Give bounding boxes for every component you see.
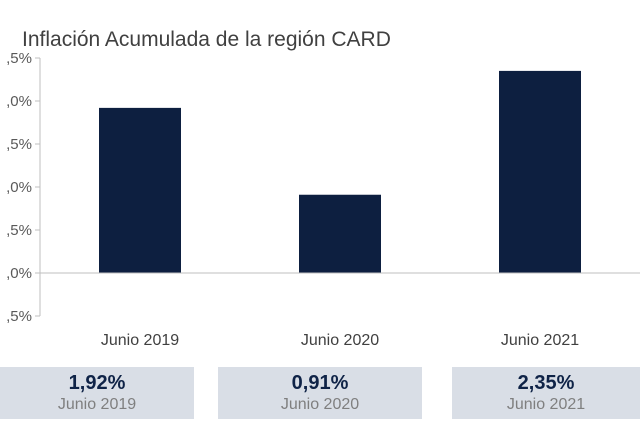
y-tick-label: ,5% bbox=[6, 222, 32, 239]
x-category-label: Junio 2021 bbox=[501, 332, 579, 349]
summary-card-2021: 2,35% Junio 2021 bbox=[452, 367, 640, 419]
bar-1 bbox=[99, 107, 181, 273]
bar-2 bbox=[299, 194, 381, 273]
y-tick-label: ,0% bbox=[6, 93, 32, 110]
chart-title: Inflación Acumulada de la región CARD bbox=[22, 28, 391, 51]
summary-value: 0,91% bbox=[291, 372, 349, 394]
y-tick-label: ,5% bbox=[6, 50, 32, 67]
y-tick-label: ,0% bbox=[6, 179, 32, 196]
summary-value: 1,92% bbox=[68, 372, 126, 394]
summary-label: Junio 2020 bbox=[280, 396, 360, 413]
x-category-label: Junio 2019 bbox=[101, 332, 179, 349]
bar-3 bbox=[499, 70, 581, 274]
y-tick-label: ,5% bbox=[6, 308, 32, 325]
x-category-label: Junio 2020 bbox=[301, 332, 379, 349]
summary-card-2020: 0,91% Junio 2020 bbox=[218, 367, 422, 419]
y-tick-label: ,0% bbox=[6, 265, 32, 282]
summary-label: Junio 2021 bbox=[506, 396, 586, 413]
bar-chart: ,5% ,0% ,5% ,0% ,5% ,0% ,5% Junio 2019 Junio 202… bbox=[6, 50, 640, 349]
y-tick-label: ,5% bbox=[6, 136, 32, 153]
summary-card-2019: 1,92% Junio 2019 bbox=[0, 367, 194, 419]
summary-value: 2,35% bbox=[517, 372, 575, 394]
summary-label: Junio 2019 bbox=[57, 396, 137, 413]
